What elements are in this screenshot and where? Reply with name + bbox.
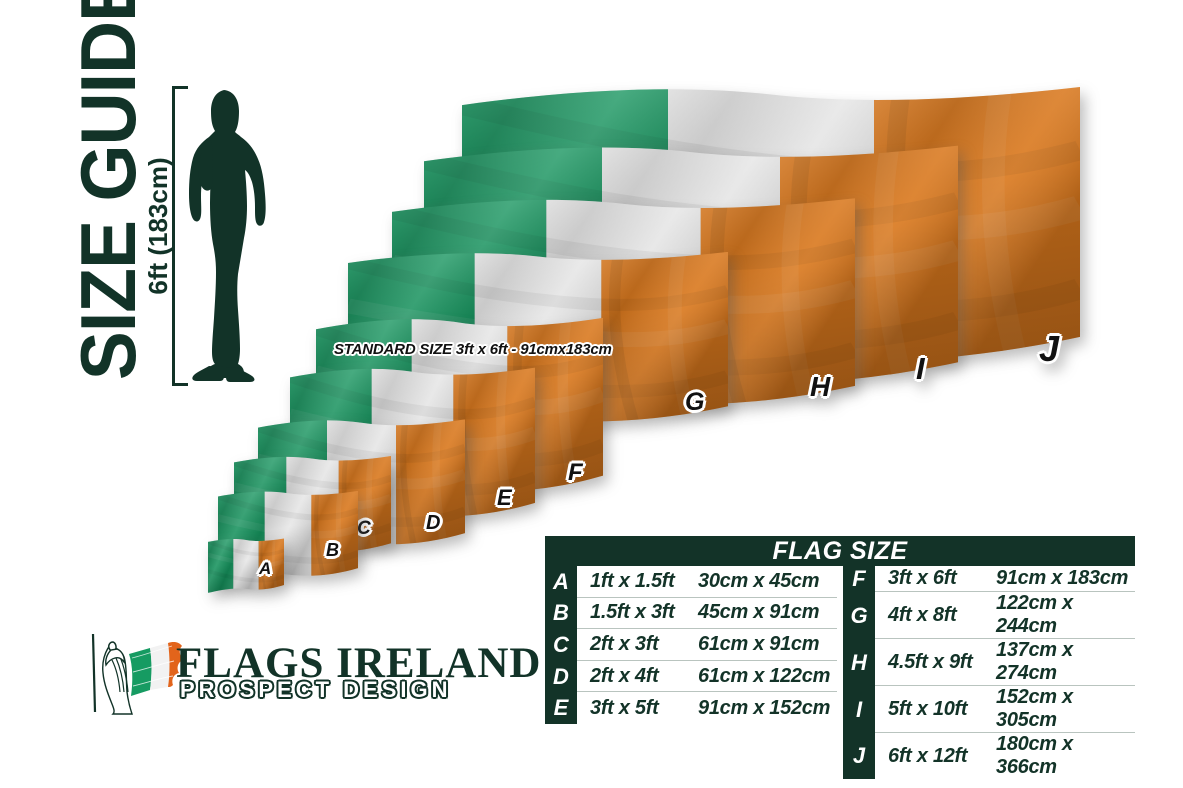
person-silhouette-icon: [182, 86, 277, 386]
table-cell-values: 5ft x 10ft 152cm x 305cm: [875, 686, 1135, 733]
table-body: A 1ft x 1.5ft 30cm x 45cm B 1.5ft x 3ft 45cm …: [545, 566, 1135, 779]
table-row: I 5ft x 10ft 152cm x 305cm: [843, 686, 1135, 733]
flag-a: A: [208, 538, 284, 594]
table-row: A 1ft x 1.5ft 30cm x 45cm: [545, 566, 837, 598]
brand-logo: FLAGS IRELAND PROSPECT DESIGN: [88, 630, 540, 720]
table-row: J 6ft x 12ft 180cm x 366cm: [843, 733, 1135, 779]
table-cell-metric: 137cm x 274cm: [996, 639, 1073, 684]
table-cell-imperial: 1ft x 1.5ft: [590, 569, 675, 592]
table-cell-metric: 91cm x 152cm: [698, 696, 831, 719]
table-cell-metric: 30cm x 45cm: [698, 569, 820, 592]
flag-size-table: FLAG SIZE A 1ft x 1.5ft 30cm x 45cm B 1.5ft …: [545, 536, 1135, 779]
table-cell-letter: I: [843, 686, 875, 733]
table-cell-metric: 61cm x 122cm: [698, 664, 831, 687]
flag-stack: J I: [208, 87, 1080, 594]
standard-size-note: STANDARD SIZE 3ft x 6ft - 91cmx183cm: [334, 341, 612, 358]
table-cell-values: 1.5ft x 3ft 45cm x 91cm: [577, 598, 837, 630]
table-cell-metric: 45cm x 91cm: [698, 601, 820, 624]
table-cell-letter: J: [843, 733, 875, 779]
table-row: F 3ft x 6ft 91cm x 183cm: [843, 566, 1135, 592]
table-cell-metric: 91cm x 183cm: [996, 567, 1129, 589]
logo-primary-text: FLAGS IRELAND: [176, 640, 542, 687]
table-cell-letter: G: [843, 592, 875, 639]
table-cell-imperial: 6ft x 12ft: [888, 744, 968, 767]
table-cell-imperial: 4.5ft x 9ft: [888, 650, 973, 673]
table-cell-values: 1ft x 1.5ft 30cm x 45cm: [577, 566, 837, 598]
table-cell-imperial: 2ft x 4ft: [590, 664, 659, 687]
table-cell-values: 4.5ft x 9ft 137cm x 274cm: [875, 639, 1135, 686]
table-cell-metric: 61cm x 91cm: [698, 632, 820, 655]
table-cell-metric: 152cm x 305cm: [996, 686, 1073, 731]
table-cell-values: 4ft x 8ft 122cm x 244cm: [875, 592, 1135, 639]
table-row: E 3ft x 5ft 91cm x 152cm: [545, 692, 837, 724]
table-cell-values: 6ft x 12ft 180cm x 366cm: [875, 733, 1135, 779]
table-cell-letter: D: [545, 660, 577, 693]
table-cell-letter: C: [545, 629, 577, 661]
table-row: D 2ft x 4ft 61cm x 122cm: [545, 660, 837, 693]
table-row: G 4ft x 8ft 122cm x 244cm: [843, 592, 1135, 639]
table-cell-values: 3ft x 5ft 91cm x 152cm: [577, 692, 837, 724]
logo-flag-emblem-icon: [88, 630, 183, 716]
table-cell-letter: E: [545, 692, 577, 724]
table-row: C 2ft x 3ft 61cm x 91cm: [545, 629, 837, 661]
table-cell-values: 3ft x 6ft 91cm x 183cm: [875, 566, 1135, 592]
table-cell-letter: F: [843, 566, 875, 592]
table-header: FLAG SIZE: [545, 536, 1135, 566]
table-cell-letter: A: [545, 566, 577, 598]
table-cell-imperial: 3ft x 5ft: [590, 696, 659, 719]
table-column-left: A 1ft x 1.5ft 30cm x 45cm B 1.5ft x 3ft 45cm …: [545, 566, 840, 724]
table-cell-imperial: 1.5ft x 3ft: [590, 601, 675, 624]
table-cell-values: 2ft x 4ft 61cm x 122cm: [577, 661, 837, 693]
table-cell-values: 2ft x 3ft 61cm x 91cm: [577, 629, 837, 661]
table-cell-imperial: 2ft x 3ft: [590, 632, 659, 655]
table-row: H 4.5ft x 9ft 137cm x 274cm: [843, 639, 1135, 686]
table-cell-metric: 122cm x 244cm: [996, 592, 1073, 637]
table-cell-imperial: 4ft x 8ft: [888, 603, 957, 626]
logo-secondary-text: PROSPECT DESIGN: [180, 677, 452, 702]
table-cell-letter: B: [545, 597, 577, 630]
table-cell-letter: H: [843, 639, 875, 686]
table-row: B 1.5ft x 3ft 45cm x 91cm: [545, 597, 837, 630]
height-bracket: [172, 86, 188, 386]
table-cell-imperial: 5ft x 10ft: [888, 697, 968, 720]
table-column-right: F 3ft x 6ft 91cm x 183cm G 4ft x 8ft 122cm x …: [840, 566, 1135, 779]
table-cell-metric: 180cm x 366cm: [996, 733, 1073, 778]
table-cell-imperial: 3ft x 6ft: [888, 567, 957, 589]
